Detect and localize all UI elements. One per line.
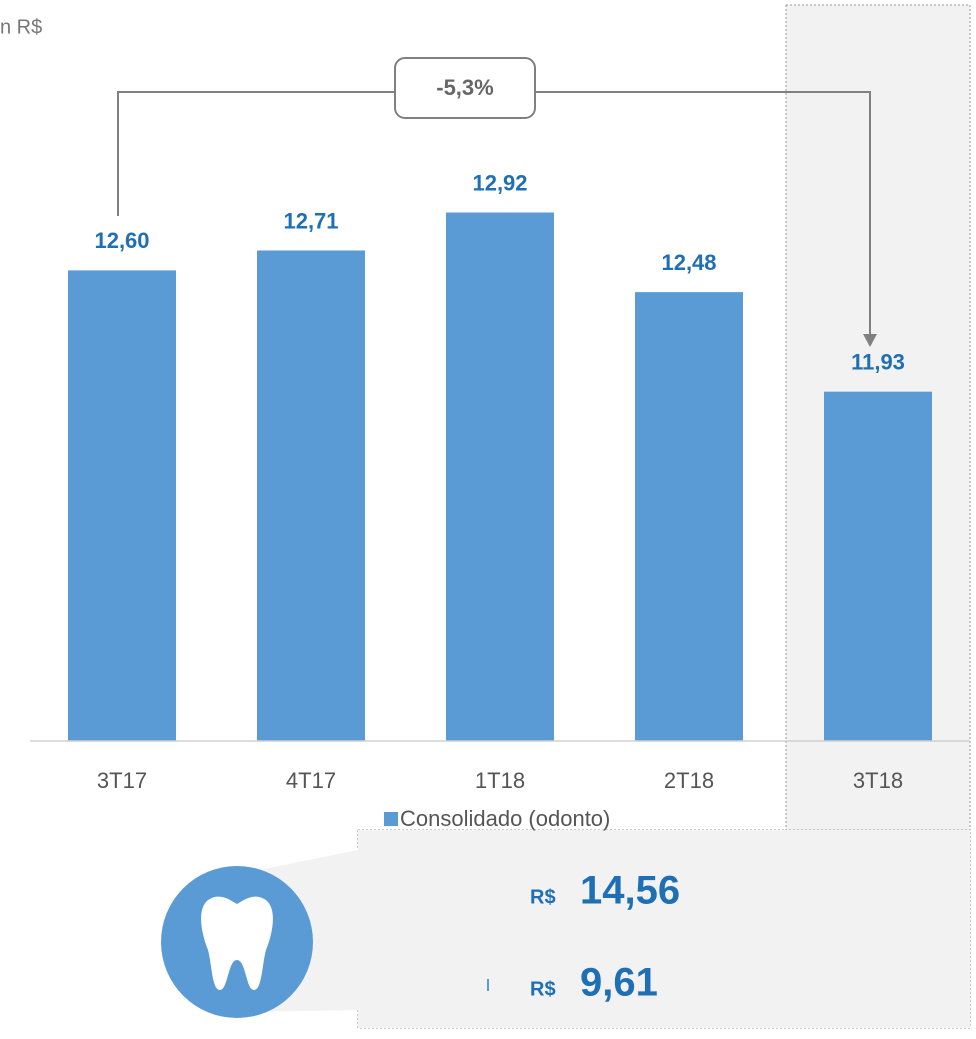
legend-swatch bbox=[384, 812, 398, 826]
callout-currency: R$ bbox=[530, 886, 556, 908]
bar bbox=[824, 391, 932, 741]
legend-label: Consolidado (odonto) bbox=[400, 806, 610, 831]
bar bbox=[257, 250, 365, 742]
callout-value: 14,56 bbox=[580, 869, 680, 913]
x-tick-label: 4T17 bbox=[286, 768, 336, 793]
x-tick-label: 3T18 bbox=[853, 768, 903, 793]
callout-value: 9,61 bbox=[580, 961, 658, 1005]
value-label: 12,92 bbox=[472, 170, 527, 195]
value-label: 12,60 bbox=[94, 228, 149, 253]
x-tick-label: 1T18 bbox=[475, 768, 525, 793]
tooth-icon bbox=[201, 896, 273, 990]
change-box bbox=[394, 57, 536, 119]
value-label: 11,93 bbox=[851, 349, 905, 374]
value-label: 12,48 bbox=[661, 250, 716, 275]
bar bbox=[635, 292, 743, 741]
arrowhead bbox=[863, 334, 877, 347]
change-connector bbox=[117, 91, 871, 336]
bar bbox=[68, 270, 176, 741]
x-tick-label: 2T18 bbox=[664, 768, 714, 793]
callout-currency: R$ bbox=[530, 978, 556, 1000]
bar bbox=[446, 212, 554, 742]
value-label: 12,71 bbox=[283, 208, 338, 233]
subtitle: n R$ bbox=[0, 16, 42, 38]
callout-panel bbox=[358, 830, 970, 1028]
x-tick-label: 3T17 bbox=[97, 768, 147, 793]
change-label: -5,3% bbox=[436, 75, 493, 100]
